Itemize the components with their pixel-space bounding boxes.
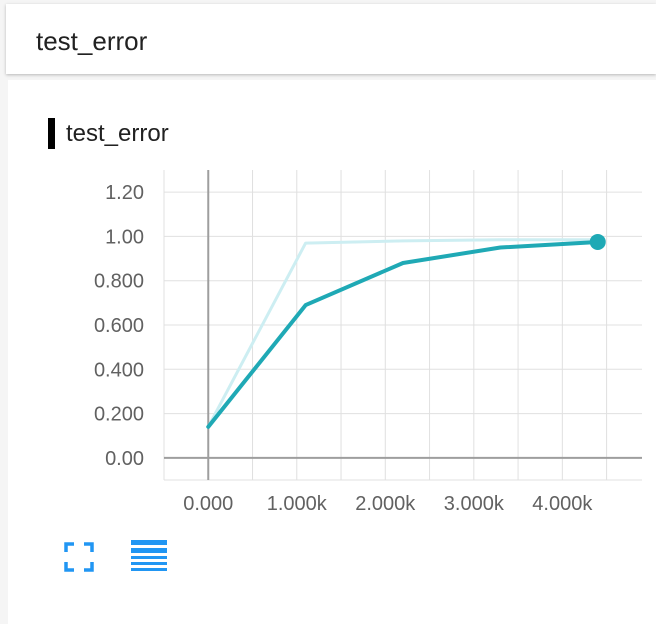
- series: [206, 233, 606, 429]
- list-icon[interactable]: [131, 540, 167, 574]
- fullscreen-icon[interactable]: [64, 542, 94, 572]
- x-tick-label: 4.000k: [532, 493, 593, 515]
- y-tick-label: 0.800: [94, 271, 144, 293]
- x-tick-label: 1.000k: [267, 493, 328, 515]
- series-line-smoothed: [206, 239, 600, 429]
- y-tick-label: 0.00: [105, 448, 144, 470]
- y-tick-label: 1.20: [105, 182, 144, 204]
- grid: [163, 170, 642, 481]
- y-tick-label: 1.00: [105, 226, 144, 248]
- page-header: test_error: [6, 4, 656, 74]
- chart-card: [8, 80, 656, 624]
- tick-labels: 0.00 0.200 0.400 0.600 0.800 1.00 1.20 0.000 1.0…: [94, 182, 593, 515]
- series-line-raw: [206, 238, 600, 429]
- series-endpoint-marker: [589, 233, 606, 250]
- card-title: test_error: [66, 120, 169, 147]
- x-tick-label: 2.000k: [355, 493, 416, 515]
- y-tick-label: 0.600: [94, 315, 144, 337]
- x-tick-label: 0.000: [183, 493, 233, 515]
- x-tick-label: 3.000k: [444, 493, 505, 515]
- page-title: test_error: [36, 26, 148, 56]
- card-title-marker: [48, 118, 55, 149]
- y-tick-label: 0.200: [94, 404, 144, 426]
- y-tick-label: 0.400: [94, 359, 144, 381]
